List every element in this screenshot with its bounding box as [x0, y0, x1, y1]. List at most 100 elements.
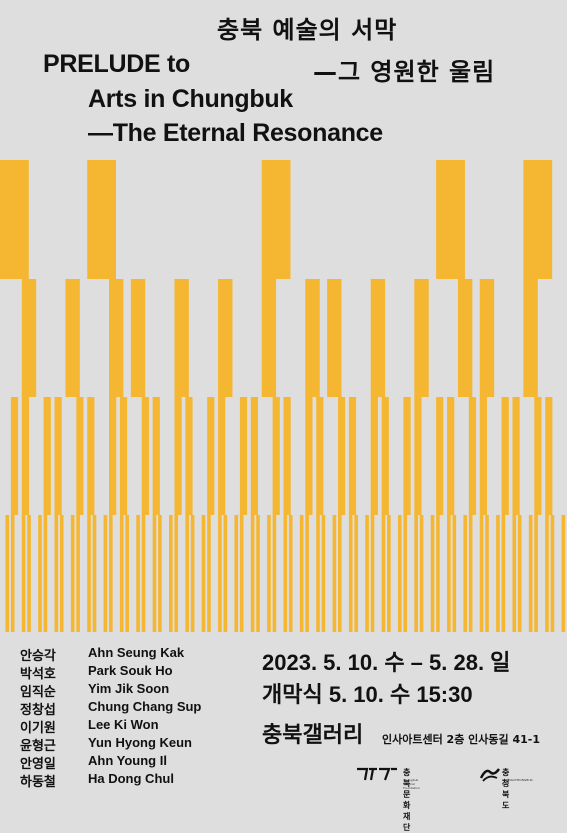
pattern-bar — [387, 515, 391, 632]
pattern-bar — [430, 515, 435, 632]
artist-name-english: Ahn Young Il — [88, 753, 167, 768]
pattern-bar — [365, 515, 369, 632]
venue-address: 인사아트센터 2층 인사동길 41-1 — [382, 733, 540, 746]
pattern-bar — [517, 515, 522, 632]
pattern-bar — [479, 515, 484, 632]
pattern-bar — [496, 515, 500, 632]
artist-name-english: Ha Dong Chul — [88, 771, 174, 786]
pattern-bar — [468, 397, 477, 515]
foundation-logo-subtext: Chungbuk Cultural Foundation — [403, 778, 420, 790]
pattern-bar — [338, 515, 342, 632]
title-english-line2: Arts in Chungbuk — [88, 85, 293, 113]
pattern-bar — [381, 397, 389, 515]
pattern-bar — [523, 160, 553, 279]
pattern-bar — [403, 515, 408, 632]
pattern-bar — [272, 397, 280, 515]
pattern-bar — [468, 515, 473, 632]
artist-name-korean: 박석호 — [20, 667, 56, 682]
pattern-bar — [119, 515, 124, 632]
pattern-bar — [332, 515, 337, 632]
pattern-bar — [152, 515, 157, 632]
pattern-bar — [54, 397, 62, 515]
pattern-bar — [545, 397, 553, 515]
artist-name-english: Lee Ki Won — [88, 717, 159, 732]
pattern-bar — [87, 515, 91, 632]
pattern-bar — [250, 397, 258, 515]
pattern-bar — [370, 515, 375, 632]
pattern-bar — [523, 279, 538, 397]
pattern-bar — [136, 515, 140, 632]
artist-name-english: Yim Jik Soon — [88, 681, 170, 696]
pattern-bar — [158, 515, 162, 632]
pattern-bar — [305, 515, 309, 632]
pattern-bar — [65, 279, 80, 397]
pattern-bar — [152, 397, 160, 515]
pattern-bar — [414, 397, 422, 515]
pattern-bar — [501, 515, 506, 632]
pattern-bar — [370, 397, 378, 515]
pattern-bar — [370, 279, 386, 397]
pattern-bar — [109, 279, 124, 397]
pattern-bar — [250, 515, 255, 632]
pattern-bar — [452, 515, 457, 632]
pattern-bar — [109, 515, 113, 632]
pattern-bar — [436, 397, 444, 515]
pattern-bar — [185, 397, 193, 515]
pattern-bar — [185, 515, 189, 632]
artist-name-english: Ahn Seung Kak — [88, 645, 185, 660]
pattern-bar — [70, 515, 75, 632]
province-logo-subtext: CHUNGCHEONGBUK-DO — [502, 778, 534, 786]
pattern-bar — [288, 515, 293, 632]
pattern-bar — [92, 515, 97, 632]
pattern-bar — [501, 397, 509, 515]
artist-name-korean: 윤형근 — [20, 739, 56, 754]
pattern-bar — [174, 397, 182, 515]
pattern-bar — [207, 397, 215, 515]
pattern-bar — [436, 160, 465, 279]
pattern-bar — [561, 515, 566, 632]
pattern-bar — [10, 515, 15, 632]
pattern-bar — [234, 515, 239, 632]
pattern-bar — [10, 397, 19, 515]
pattern-bar — [218, 515, 222, 632]
pattern-bar — [447, 397, 455, 515]
pattern-bar — [261, 279, 277, 397]
pattern-bar — [397, 515, 402, 632]
artist-name-english: Chung Chang Sup — [88, 699, 202, 714]
pattern-bar — [305, 397, 313, 515]
pattern-bar — [321, 515, 326, 632]
exhibition-dates: 2023. 5. 10. 수 – 5. 28. 일 — [262, 650, 511, 675]
pattern-bar — [43, 397, 51, 515]
pattern-bar — [414, 515, 418, 632]
pattern-bar — [316, 397, 324, 515]
pattern-bar — [169, 515, 173, 632]
pattern-bar — [316, 515, 320, 632]
pattern-bar — [447, 515, 451, 632]
pattern-bar — [261, 160, 291, 279]
pattern-bar — [283, 515, 288, 632]
pattern-bar — [201, 515, 206, 632]
pattern-bar — [38, 515, 42, 632]
pattern-bar — [479, 397, 487, 515]
pattern-bar — [141, 515, 146, 632]
pattern-bar — [457, 279, 473, 397]
pattern-bar — [207, 515, 211, 632]
pattern-bar — [305, 279, 320, 397]
pattern-bar — [125, 515, 129, 632]
pattern-bar — [76, 515, 80, 632]
artist-name-english: Park Souk Ho — [88, 663, 173, 678]
pattern-bar — [109, 397, 117, 515]
foundation-logo: 충북문화재단 Chungbuk Cultural Foundation — [355, 766, 420, 832]
pattern-bar — [354, 515, 358, 632]
opening-ceremony: 개막식 5. 10. 수 15:30 — [262, 682, 473, 707]
pattern-bar — [436, 515, 440, 632]
artist-name-korean: 안영일 — [20, 757, 56, 772]
title-english-line1: PRELUDE to — [43, 50, 191, 78]
pattern-bar — [223, 515, 228, 632]
pattern-bar — [283, 397, 291, 515]
artist-name-korean: 임직순 — [20, 685, 56, 700]
pattern-bar — [299, 515, 304, 632]
pattern-bar — [119, 397, 128, 515]
pattern-bar — [403, 397, 411, 515]
title-korean-line1: 충북 예술의 서막 — [217, 16, 398, 44]
